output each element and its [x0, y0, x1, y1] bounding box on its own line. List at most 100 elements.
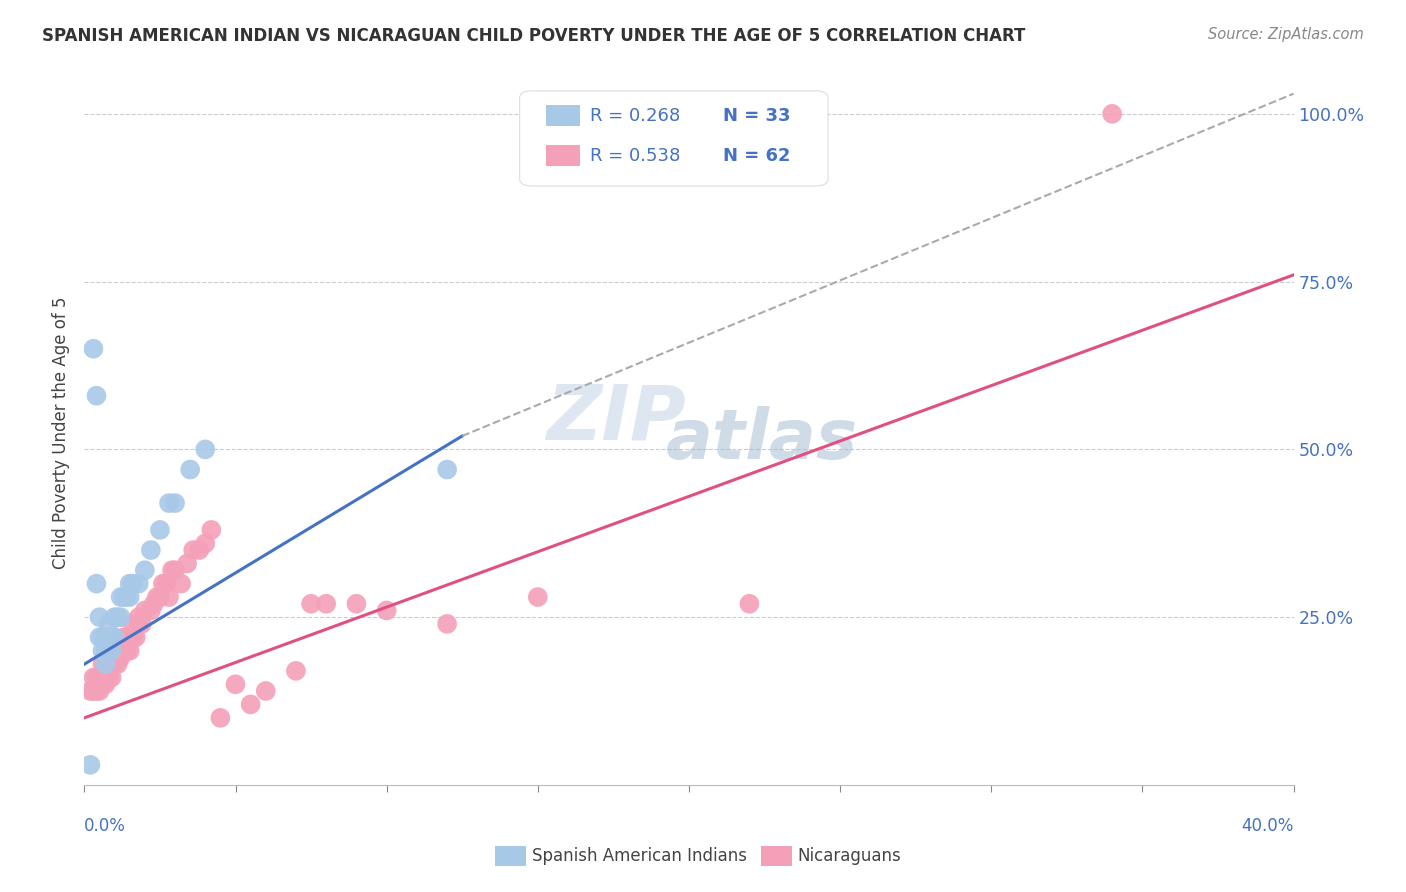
Text: R = 0.538: R = 0.538	[589, 146, 681, 165]
Point	[176, 557, 198, 571]
Text: N = 62: N = 62	[723, 146, 790, 165]
Point	[91, 630, 114, 644]
Point	[89, 630, 111, 644]
Point	[160, 563, 183, 577]
Point	[436, 616, 458, 631]
Point	[112, 590, 135, 604]
Point	[89, 671, 111, 685]
Text: SPANISH AMERICAN INDIAN VS NICARAGUAN CHILD POVERTY UNDER THE AGE OF 5 CORRELATI: SPANISH AMERICAN INDIAN VS NICARAGUAN CH…	[42, 27, 1025, 45]
Point	[86, 389, 108, 403]
Point	[100, 671, 122, 685]
Point	[86, 576, 108, 591]
Point	[100, 657, 122, 672]
Point	[134, 563, 156, 577]
Point	[142, 597, 165, 611]
Point	[188, 543, 211, 558]
Text: Nicaraguans: Nicaraguans	[797, 847, 901, 865]
Point	[165, 496, 187, 510]
Point	[91, 677, 114, 691]
Point	[149, 523, 172, 537]
Y-axis label: Child Poverty Under the Age of 5: Child Poverty Under the Age of 5	[52, 296, 70, 569]
Point	[82, 671, 104, 685]
Point	[157, 496, 180, 510]
Text: 0.0%: 0.0%	[84, 817, 127, 835]
Point	[128, 610, 150, 624]
Point	[115, 590, 138, 604]
Point	[239, 698, 262, 712]
Point	[121, 630, 143, 644]
Point	[86, 684, 108, 698]
Point	[285, 664, 308, 678]
Point	[107, 610, 129, 624]
Text: atlas: atlas	[665, 406, 858, 473]
Point	[107, 644, 129, 658]
Point	[128, 576, 150, 591]
Point	[157, 590, 180, 604]
Point	[79, 684, 101, 698]
Point	[165, 563, 187, 577]
Point	[89, 684, 111, 698]
Text: 40.0%: 40.0%	[1241, 817, 1294, 835]
Point	[104, 630, 127, 644]
Point	[225, 677, 247, 691]
Point	[209, 711, 232, 725]
Point	[86, 671, 108, 685]
Point	[100, 630, 122, 644]
Point	[194, 442, 217, 457]
Point	[110, 590, 132, 604]
FancyBboxPatch shape	[762, 847, 792, 866]
Point	[97, 616, 120, 631]
Point	[121, 616, 143, 631]
Point	[110, 610, 132, 624]
Point	[181, 543, 204, 558]
FancyBboxPatch shape	[520, 91, 828, 186]
Point	[104, 657, 127, 672]
Point	[82, 342, 104, 356]
Point	[100, 644, 122, 658]
Text: R = 0.268: R = 0.268	[589, 106, 681, 125]
Point	[97, 657, 120, 672]
Point	[79, 757, 101, 772]
Point	[128, 616, 150, 631]
Point	[107, 657, 129, 672]
Point	[254, 684, 277, 698]
Point	[152, 576, 174, 591]
Point	[149, 590, 172, 604]
Point	[118, 644, 141, 658]
Point	[527, 590, 550, 604]
Point	[118, 590, 141, 604]
Point	[375, 603, 398, 617]
Point	[115, 644, 138, 658]
Point	[94, 657, 117, 672]
Point	[1101, 107, 1123, 121]
Point	[738, 597, 761, 611]
Point	[131, 616, 153, 631]
Point	[139, 603, 162, 617]
Point	[146, 590, 169, 604]
Point	[299, 597, 322, 611]
FancyBboxPatch shape	[547, 145, 581, 166]
Point	[200, 523, 222, 537]
Point	[97, 630, 120, 644]
Point	[346, 597, 368, 611]
Point	[134, 603, 156, 617]
Point	[194, 536, 217, 550]
Point	[112, 630, 135, 644]
Point	[115, 630, 138, 644]
Point	[155, 576, 177, 591]
Text: Source: ZipAtlas.com: Source: ZipAtlas.com	[1208, 27, 1364, 42]
Point	[110, 650, 132, 665]
Point	[104, 644, 127, 658]
Point	[104, 610, 127, 624]
Text: ZIP: ZIP	[547, 382, 686, 456]
Point	[436, 462, 458, 476]
Point	[97, 671, 120, 685]
Point	[94, 644, 117, 658]
Point	[91, 644, 114, 658]
Point	[118, 630, 141, 644]
Point	[94, 677, 117, 691]
Point	[110, 637, 132, 651]
Point	[89, 610, 111, 624]
Point	[91, 657, 114, 672]
Point	[112, 644, 135, 658]
